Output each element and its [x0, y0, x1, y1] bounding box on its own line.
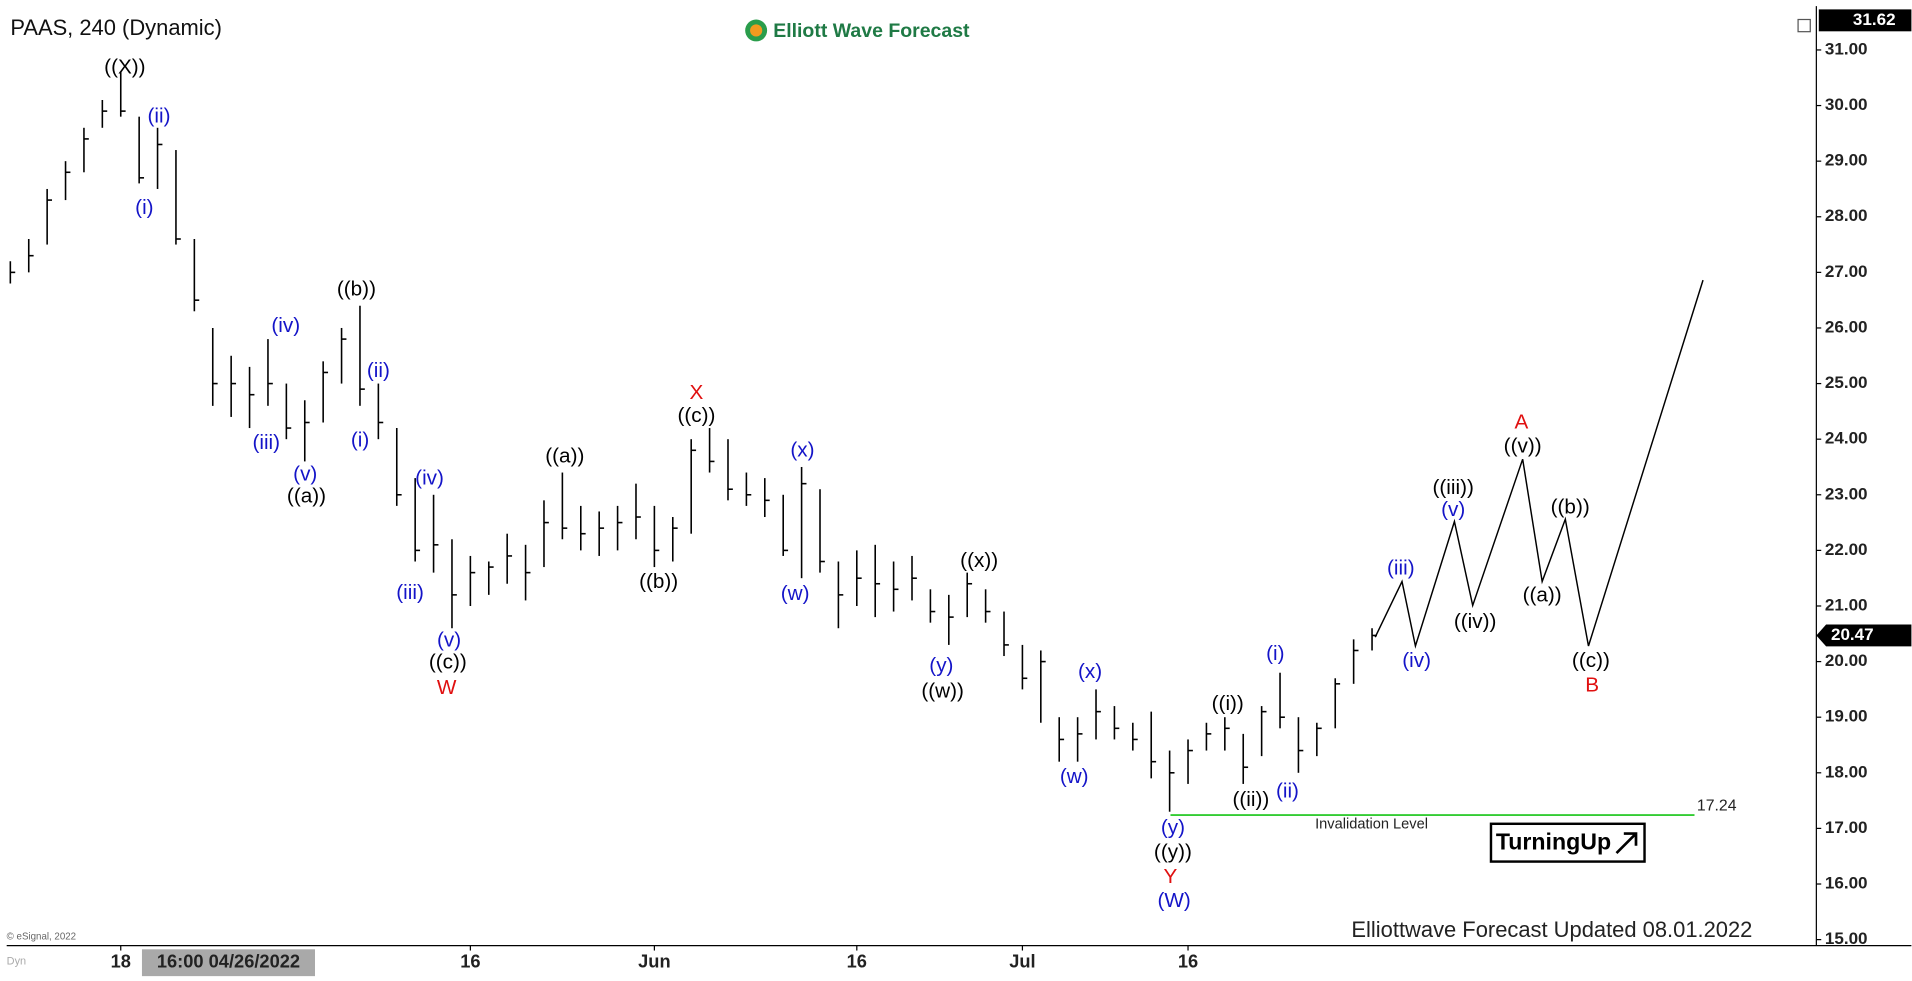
- window-icon[interactable]: [1797, 18, 1811, 33]
- logo-icon-core: [750, 24, 763, 37]
- y-tick-label: 27.00: [1825, 262, 1868, 281]
- wave-label: (iv): [271, 314, 300, 337]
- chart-title: PAAS, 240 (Dynamic): [10, 15, 222, 40]
- wave-label: ((i)): [1212, 692, 1244, 715]
- brand-text: Elliott Wave Forecast: [773, 20, 970, 42]
- y-tick-label: 26.00: [1825, 317, 1868, 336]
- turning-up-badge: TurningUp: [1489, 822, 1646, 863]
- cursor-label: 16:00 04/26/2022: [157, 951, 300, 972]
- wave-label: ((c)): [1572, 649, 1610, 672]
- wave-label: ((b)): [337, 278, 376, 301]
- wave-label: ((a)): [287, 485, 326, 508]
- wave-label: ((w)): [921, 680, 964, 703]
- last-price-tag: [1816, 624, 1912, 647]
- max-price-label: 31.62: [1853, 10, 1896, 29]
- wave-label: (v): [293, 463, 317, 486]
- last-price-label: 20.47: [1831, 625, 1874, 644]
- y-tick-label: 16.00: [1825, 874, 1868, 893]
- wave-label: (iv): [1402, 649, 1431, 672]
- wave-label: (v): [1441, 498, 1465, 521]
- brand-logo: Elliott Wave Forecast: [745, 19, 970, 42]
- wave-label: (i): [351, 429, 369, 452]
- wave-label: (x): [1078, 660, 1102, 683]
- y-tick-label: 30.00: [1825, 95, 1868, 114]
- x-tick-label: Jun: [638, 951, 670, 972]
- wave-label: (ii): [1276, 780, 1299, 803]
- wave-label: (v): [437, 628, 461, 651]
- wave-label: ((X)): [104, 56, 145, 79]
- wave-label: (w): [781, 582, 810, 605]
- x-tick-label: 18: [111, 951, 131, 972]
- wave-label: ((c)): [429, 650, 467, 673]
- wave-label: ((c)): [677, 404, 715, 427]
- invalidation-value: 17.24: [1697, 798, 1737, 815]
- wave-label: Y: [1164, 865, 1178, 888]
- wave-label: ((iii)): [1433, 476, 1474, 499]
- wave-label: (i): [1266, 642, 1284, 665]
- wave-label: (ii): [148, 104, 171, 127]
- wave-label: ((y)): [1154, 841, 1192, 864]
- y-tick-label: 22.00: [1825, 540, 1868, 559]
- y-tick-label: 31.00: [1825, 39, 1868, 58]
- x-tick-label: Jul: [1009, 951, 1035, 972]
- wave-label: (W): [1157, 889, 1190, 912]
- wave-label: (iii): [252, 431, 280, 454]
- y-tick-label: 29.00: [1825, 151, 1868, 170]
- wave-label: (iii): [396, 581, 424, 604]
- wave-label: ((b)): [1551, 496, 1590, 519]
- wave-label: (iv): [415, 466, 444, 489]
- wave-label: W: [437, 676, 457, 699]
- invalidation-label: Invalidation Level: [1315, 817, 1428, 833]
- y-tick-label: 15.00: [1825, 929, 1868, 948]
- y-tick-label: 28.00: [1825, 206, 1868, 225]
- wave-label: ((a)): [1523, 583, 1562, 606]
- x-tick-label: 16: [460, 951, 480, 972]
- y-tick-label: 17.00: [1825, 818, 1868, 837]
- x-tick-label: 16: [847, 951, 867, 972]
- wave-label: ((x)): [960, 549, 998, 572]
- y-tick-label: 18.00: [1825, 762, 1868, 781]
- corner-label: Dyn: [7, 955, 26, 967]
- wave-label: B: [1585, 674, 1599, 697]
- y-tick-label: 24.00: [1825, 429, 1868, 448]
- wave-label: (ii): [367, 359, 390, 382]
- wave-label: A: [1515, 410, 1529, 433]
- copyright: © eSignal, 2022: [7, 932, 76, 943]
- footer-text: Elliottwave Forecast Updated 08.01.2022: [1351, 917, 1752, 942]
- y-tick-label: 21.00: [1825, 595, 1868, 614]
- wave-label: (iii): [1387, 557, 1415, 580]
- cursor-label-box: [141, 949, 315, 977]
- wave-label: (i): [135, 196, 153, 219]
- wave-label: (w): [1060, 765, 1089, 788]
- badge-arrow: [1615, 832, 1638, 854]
- y-tick-label: 19.00: [1825, 707, 1868, 726]
- wave-label: ((ii)): [1233, 788, 1270, 811]
- wave-label: ((iv)): [1454, 610, 1497, 633]
- max-price-tag: [1818, 9, 1912, 32]
- projection-path: [1374, 279, 1704, 649]
- wave-label: ((v)): [1504, 435, 1542, 458]
- y-tick-label: 25.00: [1825, 373, 1868, 392]
- badge-box: [1489, 822, 1646, 863]
- badge-text: TurningUp: [1496, 828, 1611, 854]
- wave-label: (x): [790, 438, 814, 461]
- wave-label: ((b)): [639, 570, 678, 593]
- wave-label: ((a)): [545, 444, 584, 467]
- wave-label: (y): [1161, 816, 1185, 839]
- y-tick-label: 20.00: [1825, 651, 1868, 670]
- x-tick-label: 16: [1178, 951, 1198, 972]
- price-bars: [9, 72, 1377, 812]
- y-tick-label: 23.00: [1825, 484, 1868, 503]
- wave-label: (y): [929, 654, 953, 677]
- wave-label: X: [690, 381, 704, 404]
